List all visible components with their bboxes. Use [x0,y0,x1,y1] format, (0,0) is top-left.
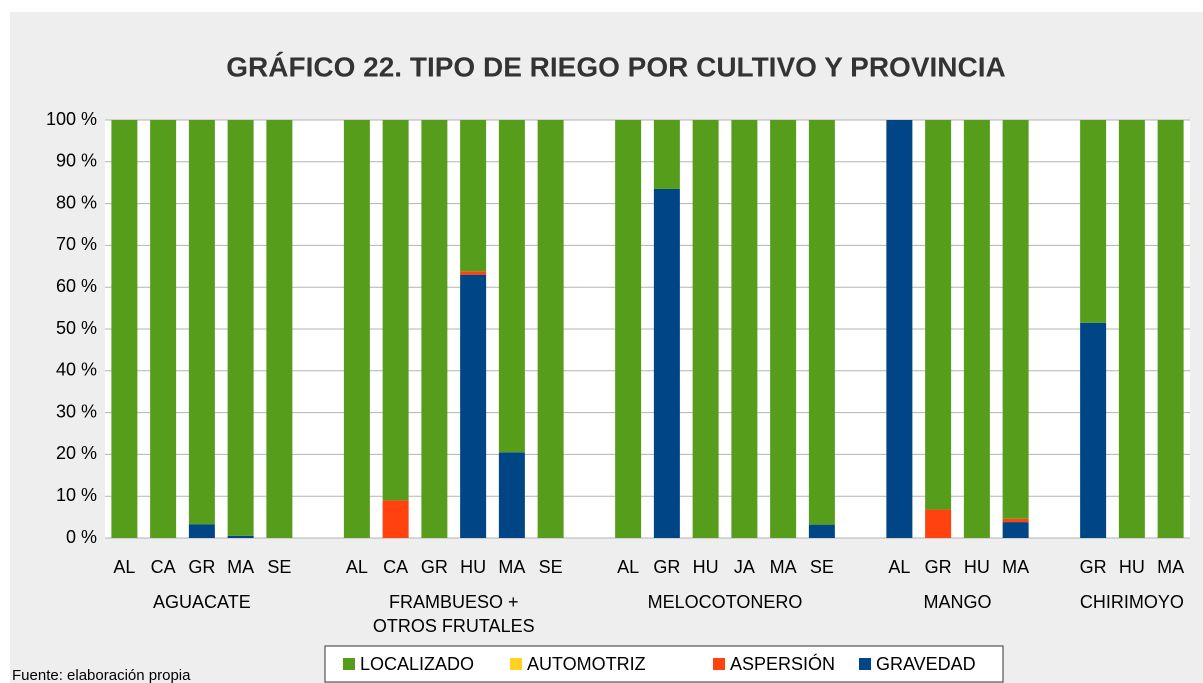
bar-segment [343,120,370,538]
x-tick-label: MA [1157,557,1184,577]
bar-segment [692,120,719,538]
bar-segment [770,120,797,538]
bar-segment [188,120,215,525]
y-tick-label: 100 % [46,109,97,129]
bar-segment [227,120,254,536]
y-tick-label: 30 % [56,401,97,421]
group-label: OTROS FRUTALES [373,616,535,636]
legend-swatch [713,658,725,670]
bar-segment [537,120,564,538]
group-label: CHIRIMOYO [1080,592,1184,612]
x-tick-label: HU [460,557,486,577]
y-tick-label: 60 % [56,276,97,296]
bar-segment [1002,522,1029,538]
legend-swatch [510,658,522,670]
y-tick-label: 0 % [66,527,97,547]
bar-segment [808,524,835,538]
bar-segment [615,120,642,538]
x-tick-label: MA [1002,557,1029,577]
bar-segment [421,120,448,538]
bar-segment [925,120,952,510]
bar-segment [1002,120,1029,519]
bar-segment [1080,322,1107,538]
bar-segment [963,120,990,538]
bar-segment [227,535,254,538]
group-label: FRAMBUESO + [389,592,519,612]
legend-label: ASPERSIÓN [730,653,835,674]
x-tick-label: GR [653,557,680,577]
bar-segment [653,120,680,189]
x-tick-label: GR [925,557,952,577]
group-label: AGUACATE [153,592,251,612]
x-tick-label: GR [188,557,215,577]
y-tick-label: 10 % [56,485,97,505]
y-tick-label: 20 % [56,443,97,463]
x-tick-label: JA [734,557,755,577]
bar-segment [886,120,913,538]
x-tick-label: AL [617,557,639,577]
x-tick-label: AL [346,557,368,577]
x-tick-label: MA [227,557,254,577]
bar-segment [1080,120,1107,323]
source-note: Fuente: elaboración propia [12,667,191,683]
x-tick-label: HU [1119,557,1145,577]
legend-box [324,645,1004,683]
legend-swatch [343,658,355,670]
x-tick-label: MA [770,557,797,577]
bar-segment [1002,518,1029,523]
bar-segment [188,524,215,538]
bar-segment [460,274,487,538]
x-tick-label: SE [267,557,291,577]
bar-segment [1157,120,1184,538]
x-tick-label: HU [693,557,719,577]
bar-segment [731,120,758,538]
x-tick-label: SE [539,557,563,577]
x-tick-label: AL [888,557,910,577]
bar-segment [653,188,680,538]
legend-label: AUTOMOTRIZ [527,654,646,674]
x-tick-label: AL [113,557,135,577]
x-tick-label: CA [151,557,176,577]
x-tick-label: GR [1080,557,1107,577]
bar-segment [460,271,487,275]
bar-segment [266,120,293,538]
bar-segment [925,509,952,538]
bar-segment [111,120,138,538]
y-tick-label: 70 % [56,234,97,254]
bar-segment [382,500,409,538]
group-label: MELOCOTONERO [648,592,803,612]
bar-segment [382,120,409,501]
x-tick-label: MA [498,557,525,577]
x-tick-label: SE [810,557,834,577]
x-tick-label: HU [964,557,990,577]
legend-label: GRAVEDAD [876,654,976,674]
y-tick-label: 40 % [56,360,97,380]
bar-segment [498,120,525,453]
bar-segment [1118,120,1145,538]
chart-title: GRÁFICO 22. TIPO DE RIEGO POR CULTIVO Y … [226,51,1005,82]
legend-label: LOCALIZADO [360,654,474,674]
bar-segment [460,120,487,272]
bar-segment [498,452,525,538]
y-tick-label: 90 % [56,151,97,171]
y-tick-label: 80 % [56,192,97,212]
legend-swatch [859,658,871,670]
bar-segment [150,120,177,538]
x-tick-label: GR [421,557,448,577]
y-tick-label: 50 % [56,318,97,338]
group-label: MANGO [923,592,991,612]
x-tick-label: CA [383,557,408,577]
bar-segment [808,120,835,525]
